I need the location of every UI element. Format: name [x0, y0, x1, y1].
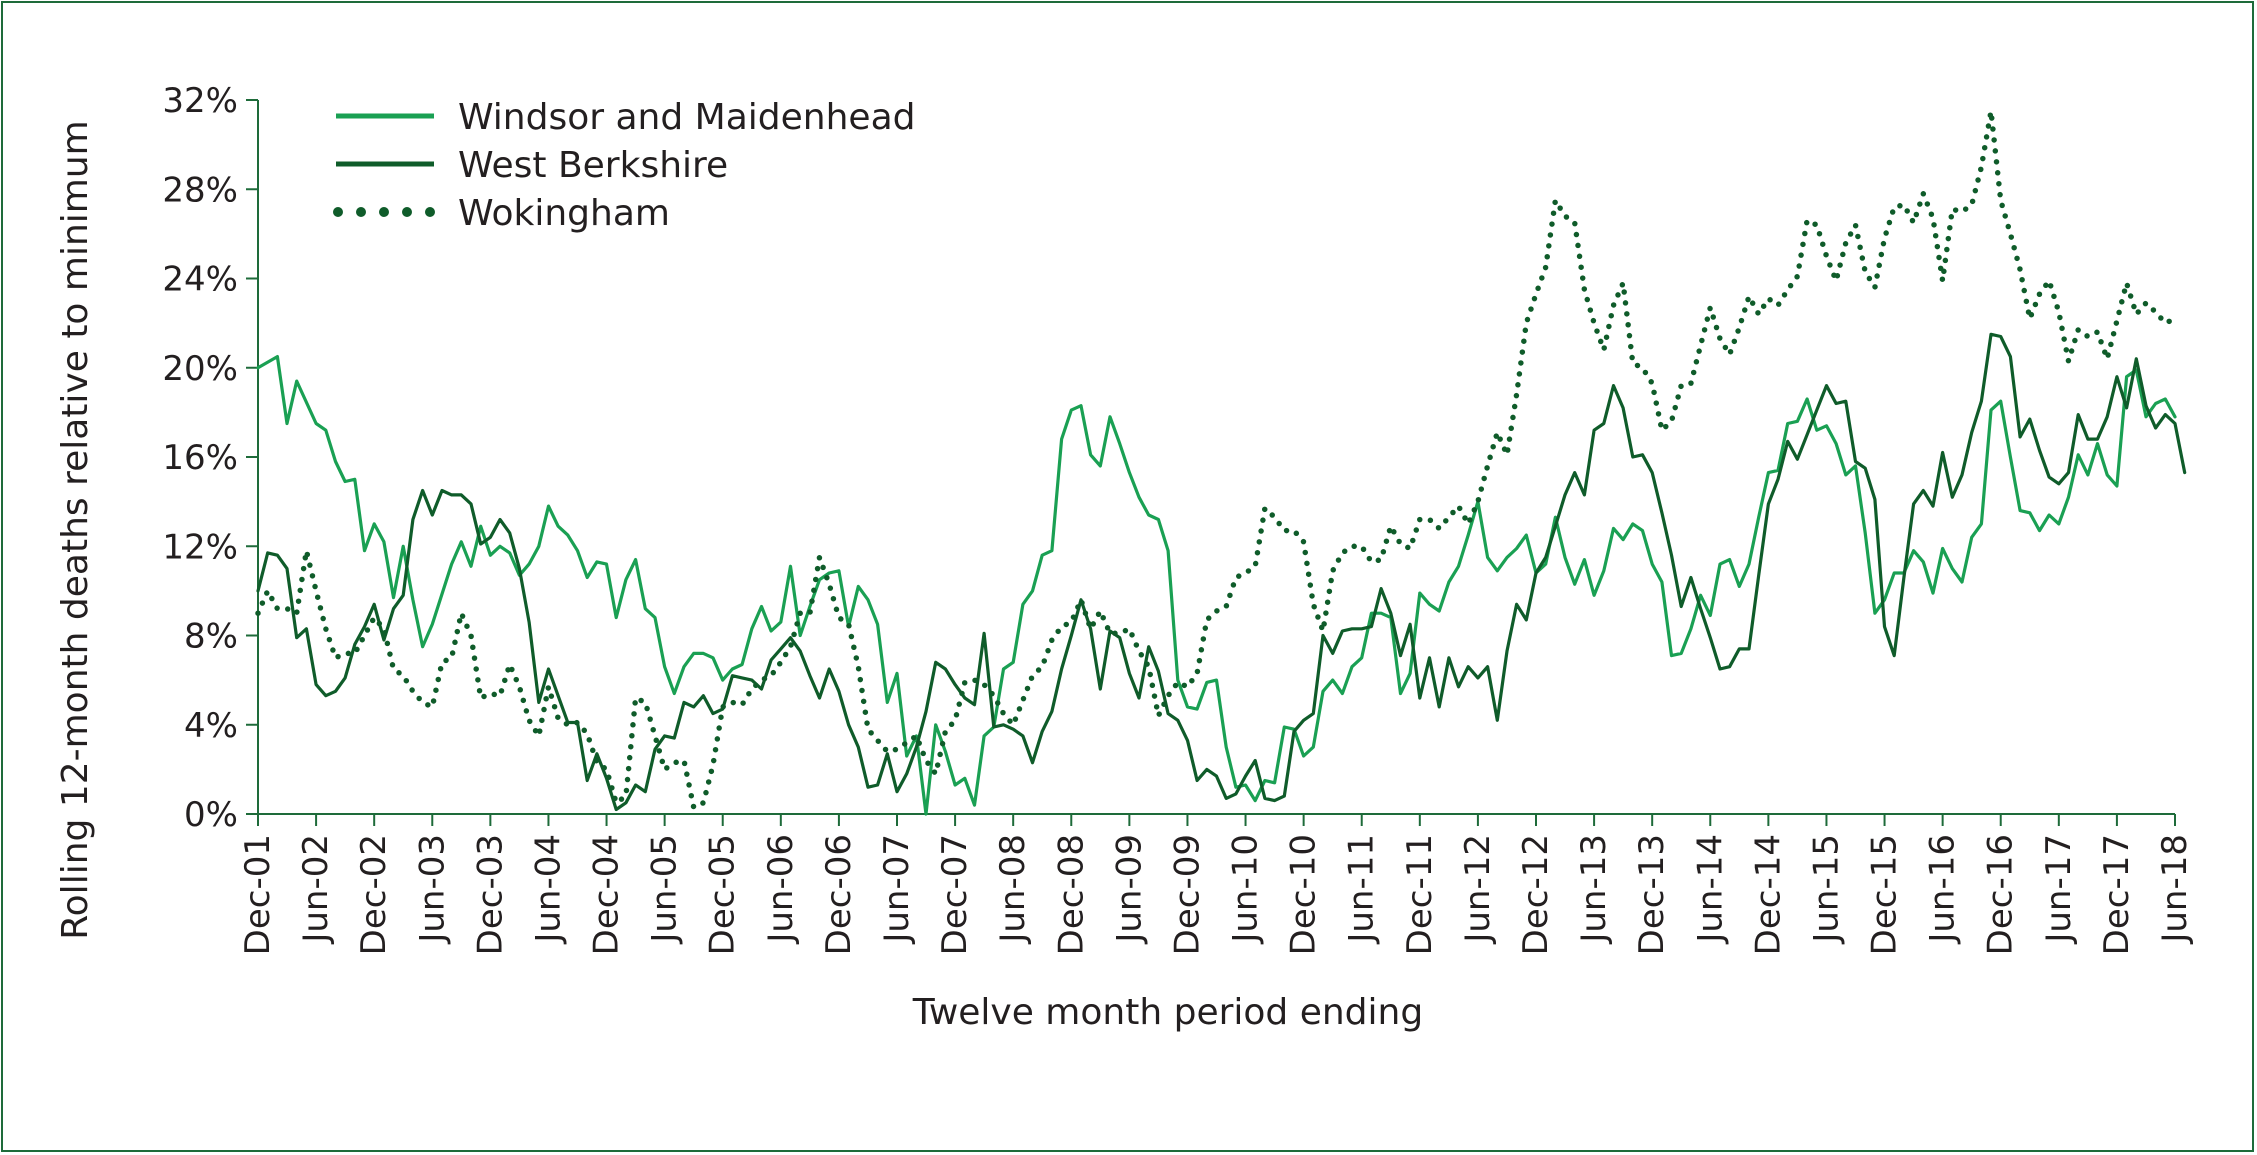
x-tick-label: Jun-02: [296, 834, 336, 945]
x-tick-label: Dec-11: [1400, 834, 1440, 955]
y-tick-label: 4%: [184, 706, 238, 746]
x-tick-label: Dec-04: [587, 834, 627, 955]
x-tick-label: Jun-14: [1690, 834, 1730, 945]
legend-item-windsor-and-maidenhead: Windsor and Maidenhead: [336, 97, 916, 138]
x-tick-label: Jun-09: [1109, 834, 1149, 945]
x-tick-label: Jun-11: [1342, 834, 1382, 945]
series-layer: [255, 108, 2187, 816]
x-tick-label: Dec-12: [1516, 834, 1556, 955]
x-tick-label: Dec-15: [1865, 834, 1905, 955]
legend-label: West Berkshire: [458, 145, 728, 186]
x-tick-label: Dec-06: [819, 834, 859, 955]
x-tick-label: Jun-16: [1923, 834, 1963, 945]
x-tick-label: Jun-12: [1458, 834, 1498, 945]
y-tick-label: 28%: [162, 170, 238, 210]
x-tick-label: Dec-05: [703, 834, 743, 955]
x-tick-label: Jun-06: [761, 834, 801, 945]
legend: Windsor and Maidenhead West Berkshire Woki…: [333, 97, 916, 234]
series-line-wokingham: [255, 108, 2178, 811]
x-tick-label: Jun-05: [645, 834, 685, 945]
x-tick-label: Jun-18: [2155, 834, 2195, 945]
x-tick-label: Jun-07: [877, 834, 917, 945]
x-tick-label: Dec-01: [238, 834, 278, 955]
x-tick-label: Jun-03: [412, 834, 452, 945]
x-tick-label: Dec-17: [2097, 834, 2137, 955]
x-tick-label: Jun-04: [528, 834, 568, 945]
y-axis-title: Rolling 12-month deaths relative to mini…: [55, 120, 96, 939]
x-tick-label: Jun-15: [1806, 834, 1846, 945]
x-tick-label: Jun-13: [1574, 834, 1614, 945]
y-tick-label: 8%: [184, 617, 238, 657]
y-tick-label: 20%: [162, 349, 238, 389]
axes: 0% 4% 8% 12% 16% 20% 24% 28% 32% Dec-01 Jun-02 Dec-…: [162, 81, 2195, 955]
x-tick-label: Dec-16: [1981, 834, 2021, 955]
x-tick-label: Jun-08: [993, 834, 1033, 945]
series-line-west-berkshire: [256, 332, 2187, 812]
y-tick-label: 16%: [162, 438, 238, 478]
legend-label: Windsor and Maidenhead: [458, 97, 916, 138]
legend-item-west-berkshire: West Berkshire: [336, 145, 728, 186]
x-tick-label: Dec-14: [1748, 834, 1788, 955]
x-tick-label: Dec-08: [1051, 834, 1091, 955]
series-line-windsor-and-maidenhead: [256, 355, 2177, 816]
legend-label: Wokingham: [458, 193, 670, 234]
x-tick-label: Dec-03: [470, 834, 510, 955]
y-tick-label: 12%: [162, 527, 238, 567]
y-tick-label: 32%: [162, 81, 238, 121]
legend-item-wokingham: Wokingham: [333, 193, 670, 234]
y-tick-label: 0%: [184, 795, 238, 835]
x-tick-label: Jun-10: [1226, 834, 1266, 945]
x-tick-label: Dec-02: [354, 834, 394, 955]
x-tick-label: Jun-17: [2039, 834, 2079, 945]
x-tick-label: Dec-10: [1284, 834, 1324, 955]
x-axis-title: Twelve month period ending: [912, 992, 1423, 1033]
y-tick-label: 24%: [162, 260, 238, 300]
x-tick-label: Dec-13: [1632, 834, 1672, 955]
x-tick-label: Dec-07: [935, 834, 975, 955]
x-tick-label: Dec-09: [1167, 834, 1207, 955]
